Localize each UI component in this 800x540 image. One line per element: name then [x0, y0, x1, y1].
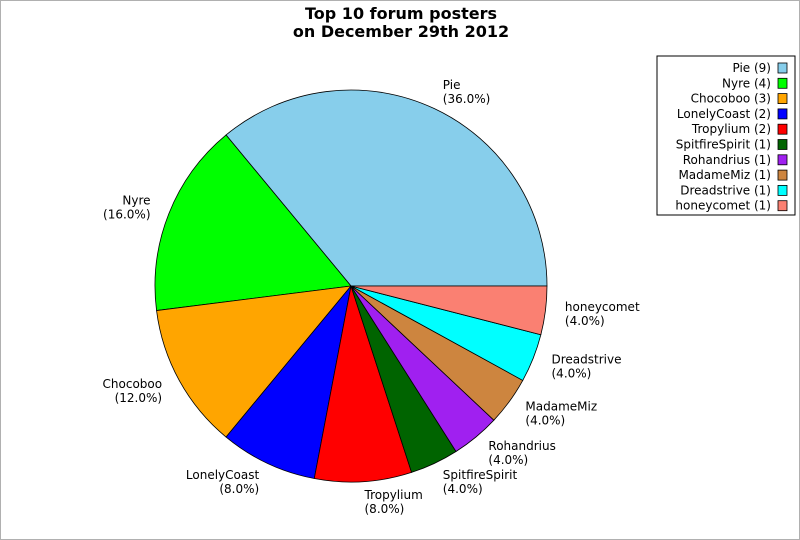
slice-label-chocoboo: Chocoboo (12.0%) — [103, 377, 163, 405]
pie-slices — [154, 89, 548, 483]
legend-label-lonelycoast: LonelyCoast (2) — [677, 107, 771, 121]
legend-label-madamemiz: MadameMiz (1) — [678, 168, 771, 182]
slice-label-nyre: Nyre (16.0%) — [103, 194, 150, 222]
slice-percent-nyre: (16.0%) — [103, 208, 150, 222]
legend-swatch-nyre — [777, 77, 788, 89]
legend-label-spitfirespirit: SpitfireSpirit (1) — [676, 138, 771, 152]
legend-label-nyre: Nyre (4) — [722, 76, 771, 90]
slice-label-rohandrius: Rohandrius (4.0%) — [488, 439, 555, 467]
slice-percent-tropylium: (8.0%) — [365, 502, 405, 516]
slice-name-pie: Pie — [443, 78, 461, 92]
legend-swatch-pie — [777, 62, 788, 74]
pie-slice-lonelycoast — [225, 285, 352, 479]
chart-title: Top 10 forum posters on December 29th 20… — [293, 4, 509, 41]
legend-label-chocoboo: Chocoboo (3) — [691, 92, 771, 106]
slice-name-spitfirespirit: SpitfireSpirit — [443, 468, 518, 482]
slice-name-dreadstrive: Dreadstrive — [552, 352, 622, 366]
legend-items: Pie (9)Nyre (4) Chocoboo (3)LonelyCoast (… — [675, 61, 788, 213]
slice-percent-honeycomet: (4.0%) — [565, 314, 605, 328]
slice-name-rohandrius: Rohandrius — [488, 439, 555, 453]
pie-slice-tropylium — [313, 285, 412, 483]
chart-title-line-1: Top 10 forum posters — [305, 4, 497, 23]
slice-label-madamemiz: MadameMiz (4.0%) — [525, 400, 597, 428]
slice-label-pie: Pie (36.0%) — [443, 78, 490, 106]
slice-name-nyre: Nyre — [122, 194, 150, 208]
slice-label-spitfirespirit: SpitfireSpirit (4.0%) — [443, 468, 518, 496]
slice-label-honeycomet: honeycomet (4.0%) — [565, 300, 640, 328]
pie-slice-nyre — [154, 134, 352, 311]
slice-name-honeycomet: honeycomet — [565, 300, 640, 314]
slice-percent-spitfirespirit: (4.0%) — [443, 482, 483, 496]
legend-swatch-lonelycoast — [777, 108, 788, 120]
slice-percent-madamemiz: (4.0%) — [525, 414, 565, 428]
legend-label-tropylium: Tropylium (2) — [691, 122, 771, 136]
slice-percent-chocoboo: (12.0%) — [115, 391, 162, 405]
legend-swatch-madamemiz — [777, 169, 788, 181]
slice-percent-rohandrius: (4.0%) — [488, 453, 528, 467]
slice-name-lonelycoast: LonelyCoast — [186, 468, 260, 482]
legend-swatch-rohandrius — [777, 154, 788, 166]
legend-box — [656, 55, 796, 216]
legend-label-honeycomet: honeycomet (1) — [675, 199, 771, 213]
slice-percent-pie: (36.0%) — [443, 92, 490, 106]
pie-slice-honeycomet — [350, 285, 548, 336]
legend-label-pie: Pie (9) — [732, 61, 771, 75]
legend-swatch-chocoboo — [777, 93, 788, 104]
slice-label-lonelycoast: LonelyCoast (8.0%) — [186, 468, 260, 496]
legend-label-rohandrius: Rohandrius (1) — [683, 153, 771, 167]
slice-label-dreadstrive: Dreadstrive (4.0%) — [552, 352, 622, 380]
legend-swatch-honeycomet — [777, 200, 788, 212]
slice-name-chocoboo: Chocoboo — [103, 377, 163, 391]
legend-label-dreadstrive: Dreadstrive (1) — [680, 183, 771, 197]
pie-slice-labels: Pie (36.0%) Nyre (16.0%) Chocoboo (12.0%) Lone… — [103, 78, 640, 516]
slice-percent-dreadstrive: (4.0%) — [552, 366, 592, 380]
legend-swatch-dreadstrive — [777, 184, 788, 196]
slice-label-tropylium: Tropylium (8.0%) — [364, 488, 423, 516]
slice-name-tropylium: Tropylium — [364, 488, 423, 502]
pie-slice-chocoboo — [156, 285, 352, 438]
legend-swatch-spitfirespirit — [777, 139, 788, 150]
slice-name-madamemiz: MadameMiz — [525, 400, 597, 414]
slice-percent-lonelycoast: (8.0%) — [219, 482, 259, 496]
chart-title-line-2: on December 29th 2012 — [293, 22, 509, 41]
legend: Pie (9)Nyre (4) Chocoboo (3)LonelyCoast (… — [656, 55, 796, 216]
pie-slice-pie — [225, 89, 548, 287]
legend-swatch-tropylium — [777, 123, 788, 135]
